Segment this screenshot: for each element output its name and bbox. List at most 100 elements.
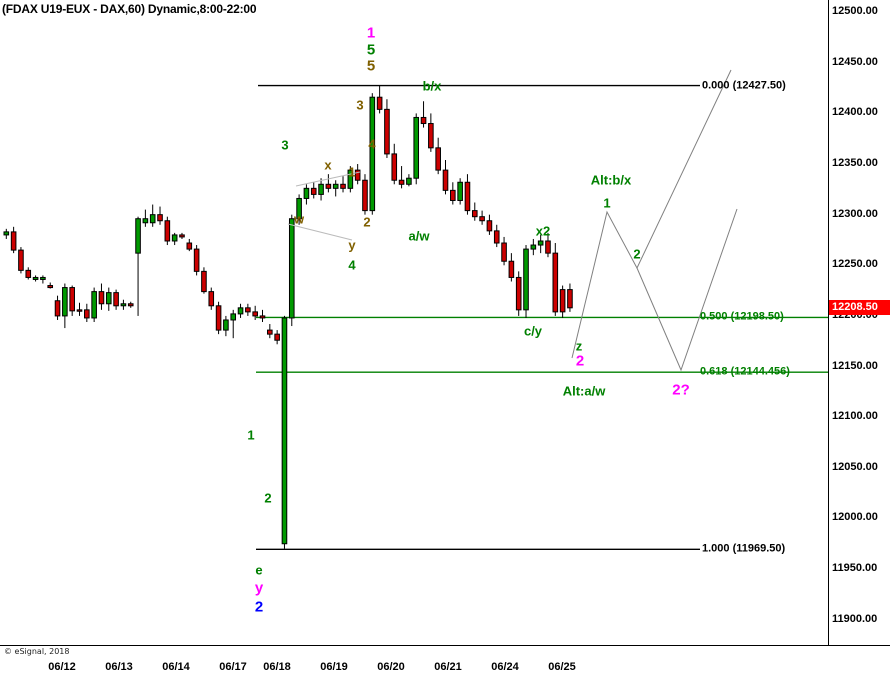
price-axis-tick: 12100.00 [832, 410, 878, 423]
candlestick [332, 180, 339, 197]
candlestick [76, 302, 83, 316]
price-axis-tick: 12250.00 [832, 258, 878, 271]
candlestick [303, 184, 310, 205]
candle-body [552, 252, 559, 313]
candlestick [127, 301, 134, 308]
candle-body [428, 123, 434, 149]
candlestick [3, 228, 10, 239]
candle-body [442, 169, 449, 191]
candle-body [406, 177, 412, 185]
candle-body [501, 242, 507, 262]
candlestick [208, 287, 215, 310]
candlestick [530, 238, 537, 256]
candle-body [76, 309, 83, 312]
candlestick [164, 216, 171, 246]
time-axis-tick: 06/25 [548, 661, 576, 673]
candle-body [354, 169, 361, 181]
candle-body [376, 96, 383, 110]
wave-label: 3 [281, 137, 289, 153]
candlestick [237, 303, 244, 318]
candlestick [149, 204, 156, 227]
candle-body [362, 179, 368, 212]
wave-label: a/w [408, 228, 430, 244]
candle-body [464, 181, 471, 212]
candle-body [413, 116, 420, 179]
candle-body [25, 269, 32, 278]
candle-body [493, 230, 500, 244]
candle-body [391, 153, 398, 181]
candlestick [318, 178, 324, 201]
candle-body [120, 303, 127, 307]
price-axis[interactable]: 12500.00 12450.00 12400.00 12350.00 12300.00… [828, 0, 890, 645]
candle-body [318, 183, 324, 195]
time-axis-tick: 06/24 [491, 661, 519, 673]
price-axis-tick: 12150.00 [832, 359, 878, 372]
candle-body [105, 292, 112, 305]
candle-body [274, 333, 280, 341]
candle-body [369, 96, 376, 212]
fib-level-label: 0.618 (12144.456) [700, 365, 790, 378]
wave-label: w [293, 211, 305, 227]
chart-plot-area[interactable] [0, 0, 828, 645]
candlestick [18, 247, 24, 274]
candle-body [281, 317, 288, 545]
candle-body [296, 197, 302, 220]
candle-body [91, 291, 97, 319]
candlestick [347, 166, 354, 193]
candle-body [179, 234, 185, 238]
candlestick [398, 166, 405, 189]
candlestick [486, 214, 493, 235]
candlestick [47, 282, 54, 289]
wave-label: 2 [633, 246, 641, 262]
time-axis-tick: 06/13 [105, 661, 133, 673]
wave-label: x2 [535, 223, 551, 239]
candlestick [420, 101, 427, 128]
channel-guide-line [295, 171, 361, 187]
candle-body [208, 291, 215, 307]
time-axis[interactable]: 06/12 06/13 06/14 06/17 06/18 06/19 06/20 06/21… [0, 645, 890, 686]
alt-projection [636, 208, 738, 372]
wave-label: b/x [422, 78, 442, 94]
price-axis-tick: 12350.00 [832, 157, 878, 170]
price-axis-tick: 12000.00 [832, 511, 878, 524]
candlestick [259, 309, 266, 322]
candlestick [442, 159, 449, 195]
candlestick [493, 224, 500, 248]
candle-body [32, 276, 39, 280]
candlestick [98, 283, 105, 310]
candlestick [391, 143, 398, 185]
wave-label: 2? [672, 381, 690, 399]
candlestick [179, 232, 185, 239]
candlestick [376, 85, 383, 114]
candle-body [435, 147, 441, 171]
candlestick [354, 164, 361, 185]
candlestick [274, 330, 280, 345]
candlestick [515, 271, 522, 316]
wave-label: e [255, 562, 263, 578]
candle-body [193, 248, 200, 272]
candle-body [471, 210, 478, 218]
wave-label: 5 [366, 57, 376, 75]
wave-label: 4 [348, 257, 356, 273]
fib-level-label: 0.000 (12427.50) [702, 79, 786, 92]
candle-body [54, 300, 61, 317]
candlestick [450, 182, 456, 205]
candle-body [559, 289, 566, 313]
wave-label: 1 [348, 164, 356, 180]
candlestick [406, 174, 412, 187]
candlestick [471, 202, 478, 221]
candle-body [84, 309, 90, 319]
candlestick [369, 93, 376, 215]
candle-body [62, 287, 68, 317]
wave-label: y [348, 237, 356, 253]
candlestick [62, 283, 68, 329]
candlestick [230, 309, 237, 339]
wave-label: x [324, 157, 332, 173]
price-axis-tick: 11900.00 [832, 612, 878, 625]
candle-body [567, 289, 573, 309]
candlestick [84, 303, 90, 322]
candle-body [347, 169, 354, 189]
candle-body [332, 183, 339, 189]
candlestick [457, 178, 463, 205]
